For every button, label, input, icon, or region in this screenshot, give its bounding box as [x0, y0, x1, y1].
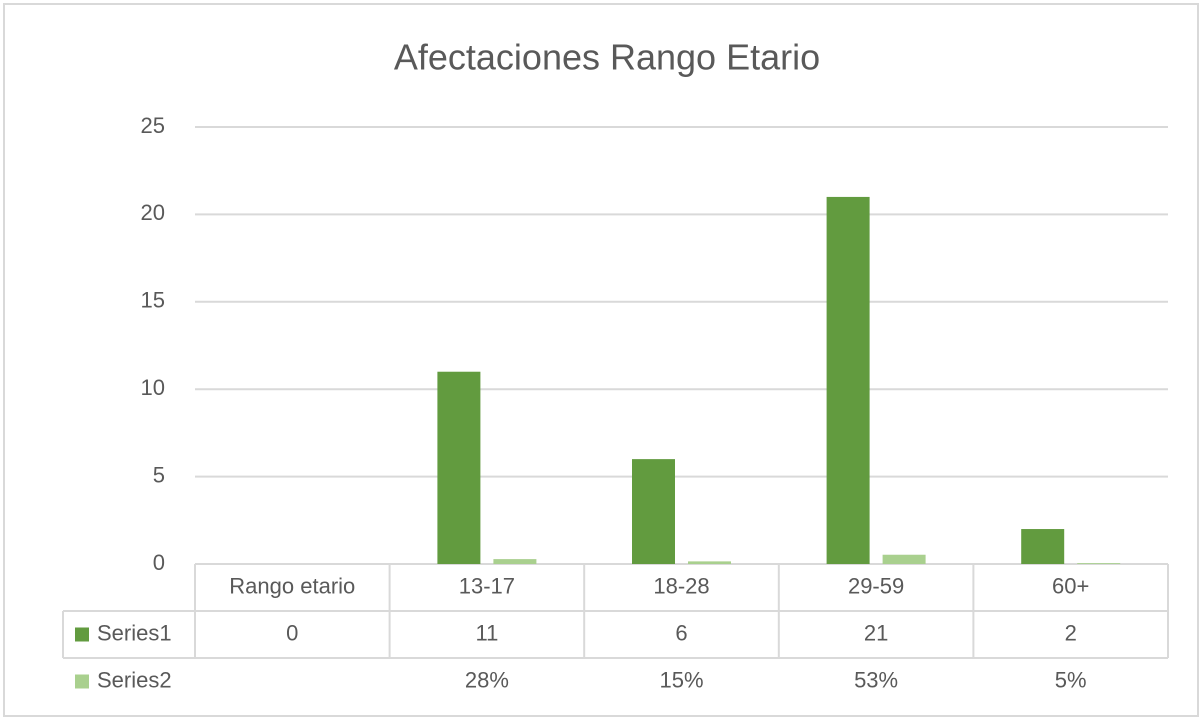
x-tick-label: 13-17: [459, 573, 515, 598]
table-value: 5%: [1055, 667, 1087, 692]
table-value: 28%: [465, 667, 509, 692]
legend-label: Series2: [97, 667, 172, 692]
y-tick-label: 0: [153, 550, 165, 575]
y-tick-label: 15: [141, 288, 165, 313]
table-value: 6: [675, 620, 687, 645]
table-value: 11: [475, 620, 498, 645]
legend-swatch: [75, 674, 89, 689]
bar: [632, 459, 675, 564]
x-tick-label: Rango etario: [229, 573, 355, 598]
table-value: 53%: [854, 667, 898, 692]
x-tick-label: 29-59: [848, 573, 904, 598]
table-value: 0: [286, 620, 298, 645]
table-value: 21: [864, 620, 888, 645]
chart-frame: [3, 3, 1199, 717]
table-value: 15%: [659, 667, 703, 692]
y-tick-label: 25: [141, 113, 165, 138]
bar: [1077, 563, 1121, 564]
y-tick-label: 20: [141, 200, 165, 225]
bar: [826, 196, 870, 565]
y-tick-label: 5: [153, 462, 165, 487]
bar: [1021, 529, 1065, 564]
x-tick-label: 18-28: [653, 573, 709, 598]
bar: [493, 559, 537, 564]
table-value: 2: [1065, 620, 1077, 645]
bar: [437, 371, 481, 564]
y-tick-label: 10: [141, 375, 165, 400]
bar: [882, 554, 926, 564]
legend-label: Series1: [97, 620, 172, 645]
chart-title: Afectaciones Rango Etario: [394, 37, 820, 78]
bar: [688, 561, 731, 564]
legend-swatch: [75, 627, 89, 642]
x-tick-label: 60+: [1052, 573, 1089, 598]
